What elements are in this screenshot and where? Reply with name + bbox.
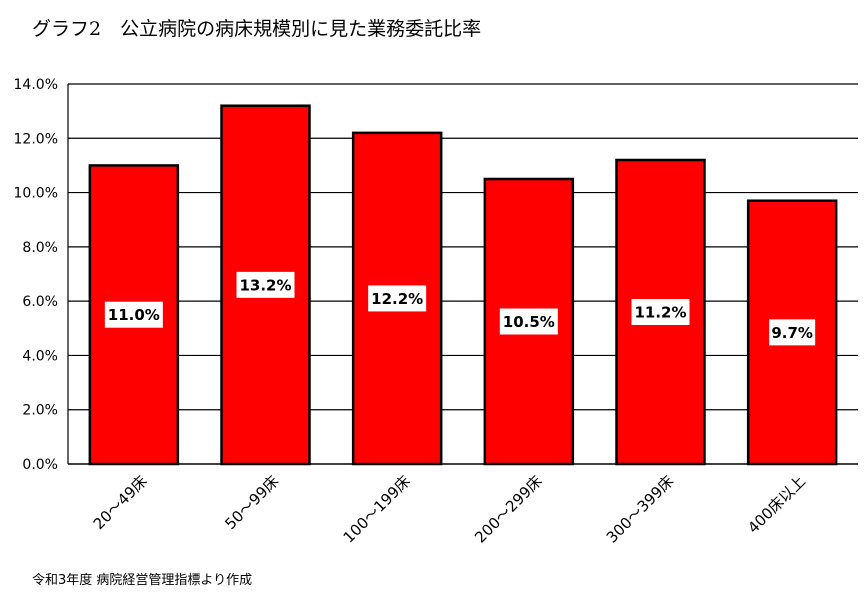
data-label: 12.2% [371,290,423,308]
y-tick-label: 4.0% [22,348,58,364]
data-label: 10.5% [503,313,555,331]
data-label: 11.2% [634,304,686,322]
data-label: 11.0% [108,306,160,324]
x-tick-label: 50～99床 [221,472,282,533]
y-tick-label: 14.0% [14,77,58,93]
source-note: 令和3年度 病院経営管理指標より作成 [32,573,253,588]
data-labels: 11.0% 13.2% 12.2% 10.5% 11.2% 9.7% [104,271,816,346]
y-tick-label: 8.0% [22,240,58,256]
y-tick-label: 10.0% [14,186,58,202]
chart-title: グラフ2 公立病院の病床規模別に見た業務委託比率 [32,18,482,40]
x-tick-label: 20～49床 [90,472,151,533]
x-tick-label: 400床以上 [744,472,809,537]
data-label-box [769,319,816,346]
y-tick-label: 2.0% [22,403,58,419]
bar-chart: 0.0% 2.0% 4.0% 6.0% 8.0% 10.0% 12.0% 14.0% 11.0… [14,77,858,547]
x-tick-label: 300～399床 [603,472,677,546]
data-label-box [368,285,427,312]
data-label: 13.2% [239,276,291,294]
data-label: 9.7% [771,324,813,342]
y-tick-label: 6.0% [22,294,58,310]
data-label-box [236,271,295,298]
x-axis-ticks: 20～49床 50～99床 100～199床 200～299床 300～399床 400床… [90,472,809,546]
x-tick-label: 100～199床 [340,472,414,546]
y-axis-ticks: 0.0% 2.0% 4.0% 6.0% 8.0% 10.0% 12.0% 14.0% [14,77,58,473]
data-label-box [499,308,558,335]
gridlines [67,83,858,465]
x-tick-label: 200～299床 [471,472,545,546]
data-label-box [631,299,690,325]
y-tick-label: 12.0% [14,131,58,147]
y-tick-label: 0.0% [22,457,58,473]
bars [88,104,838,466]
data-label-box [104,301,163,328]
